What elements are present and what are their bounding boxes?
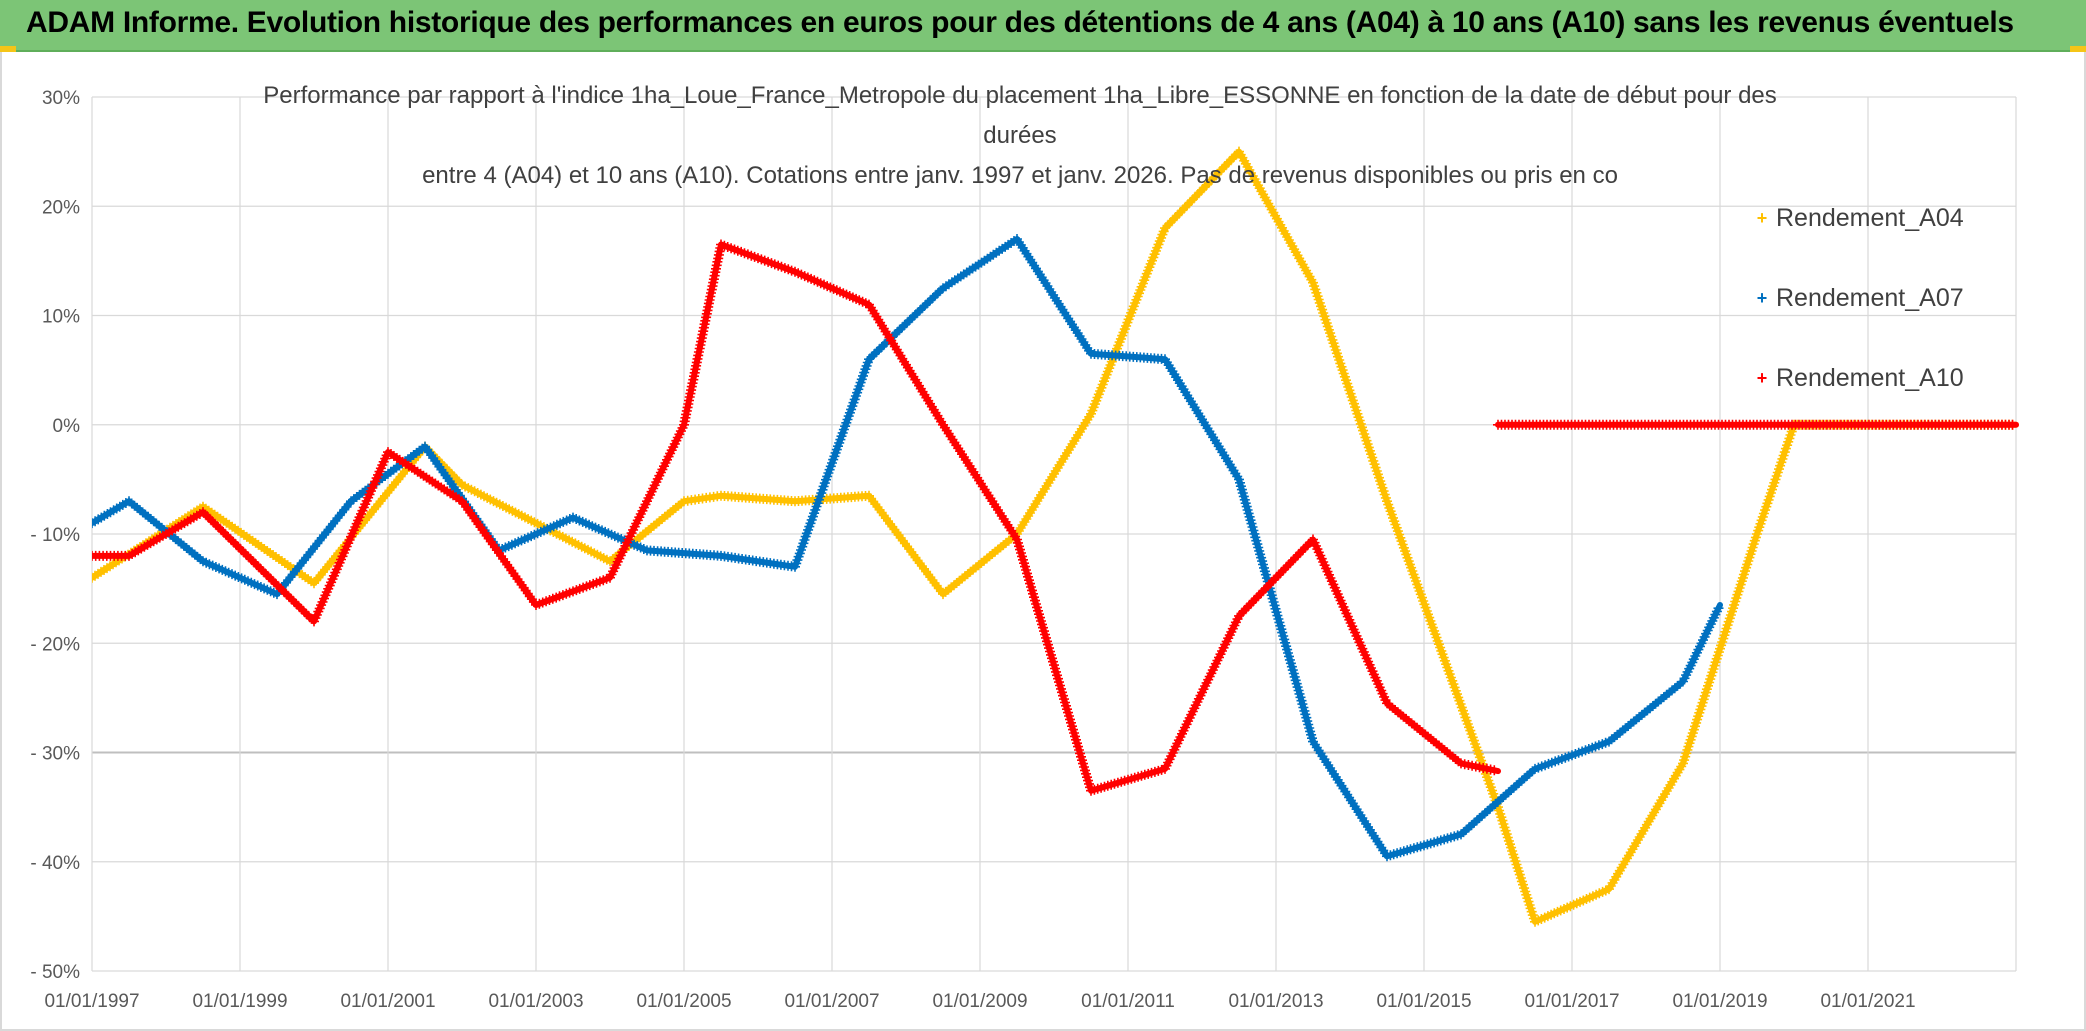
plus-marker-icon: +: [1756, 207, 1768, 228]
x-tick-label: 01/01/1997: [44, 991, 139, 1012]
series-rendement-a10-zero-segment: [1493, 419, 2019, 430]
series-line: [92, 241, 1501, 794]
x-tick-label: 01/01/2015: [1376, 991, 1471, 1012]
corner-mark-right: [2070, 46, 2086, 52]
legend-item-a07: + Rendement_A07: [1748, 278, 1964, 318]
x-tick-label: 01/01/2003: [488, 991, 583, 1012]
series-plus-markers: [92, 146, 2018, 927]
chart-title: Performance par rapport à l'indice 1ha_L…: [200, 76, 1840, 196]
x-tick-label: 01/01/2007: [784, 991, 879, 1012]
series-rendement-a10: [92, 239, 1501, 796]
series-line: [92, 148, 2019, 925]
y-tick-label: 30%: [42, 88, 80, 109]
y-tick-label: - 40%: [30, 853, 80, 874]
y-tick-label: 20%: [42, 197, 80, 218]
legend-label-a07: Rendement_A07: [1776, 283, 1964, 312]
x-tick-label: 01/01/2021: [1820, 991, 1915, 1012]
x-tick-label: 01/01/2005: [636, 991, 731, 1012]
x-tick-label: 01/01/1999: [192, 991, 287, 1012]
x-tick-label: 01/01/2017: [1524, 991, 1619, 1012]
series-plus-markers: [1493, 419, 2018, 430]
y-tick-label: 10%: [42, 307, 80, 328]
report-banner: ADAM Informe. Evolution historique des p…: [0, 0, 2086, 52]
y-tick-label: 0%: [53, 416, 81, 437]
legend-item-a10: + Rendement_A10: [1748, 358, 1964, 398]
series-rendement-a04: [92, 146, 2019, 927]
x-tick-label: 01/01/2001: [340, 991, 435, 1012]
legend-label-a04: Rendement_A04: [1776, 203, 1964, 232]
plus-marker-icon: +: [1756, 287, 1768, 308]
x-tick-label: 01/01/2011: [1081, 991, 1175, 1012]
x-tick-label: 01/01/2019: [1672, 991, 1767, 1012]
chart-title-line-2: durées: [983, 122, 1057, 149]
corner-mark-left: [0, 46, 16, 52]
chart-title-line-3: entre 4 (A04) et 10 ans (A10). Cotations…: [422, 162, 1618, 189]
y-tick-label: - 30%: [30, 744, 80, 765]
legend-label-a10: Rendement_A10: [1776, 363, 1964, 392]
x-tick-label: 01/01/2009: [932, 991, 1027, 1012]
x-tick-label: 01/01/2013: [1228, 991, 1323, 1012]
y-tick-label: - 10%: [30, 525, 80, 546]
series-plus-markers: [92, 239, 1500, 796]
chart-title-line-1: Performance par rapport à l'indice 1ha_L…: [263, 82, 1777, 109]
legend-item-a04: + Rendement_A04: [1748, 198, 1964, 238]
banner-title: ADAM Informe. Evolution historique des p…: [26, 6, 2014, 39]
y-tick-label: - 20%: [30, 634, 80, 655]
plus-marker-icon: +: [1756, 367, 1768, 388]
y-tick-label: - 50%: [30, 962, 80, 983]
